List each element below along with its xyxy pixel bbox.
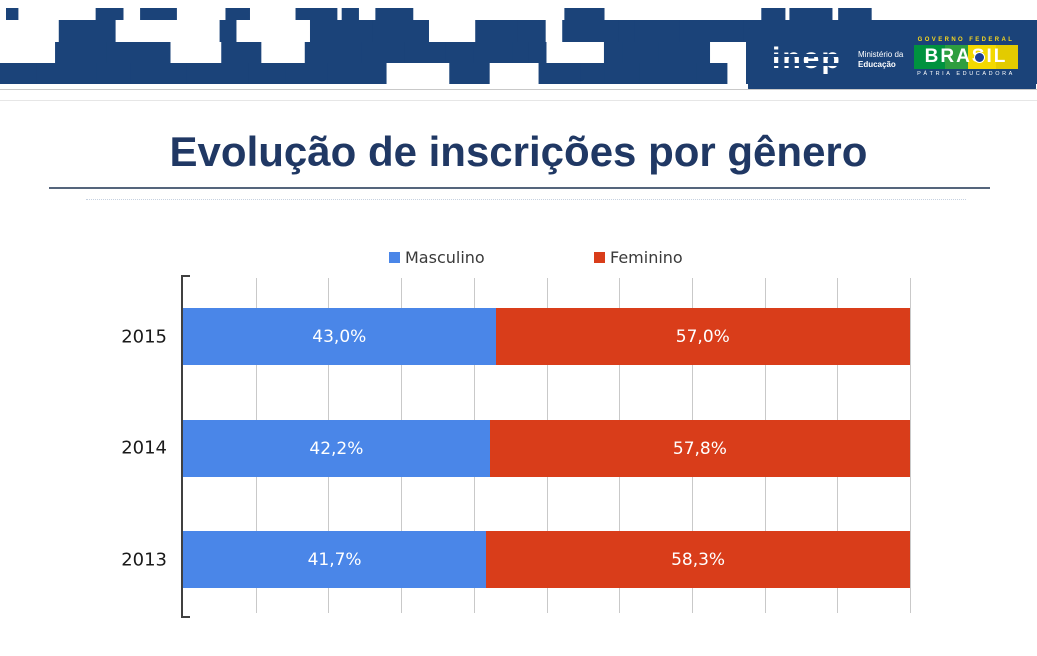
mosaic-block [309, 20, 374, 42]
mosaic-block [55, 42, 107, 63]
bar-segment-masculino: 41,7% [183, 531, 487, 588]
mosaic-block [473, 42, 514, 63]
bar-value-label: 58,3% [671, 549, 726, 570]
header-banner: inep Ministério da Educação GOVERNO FEDE… [0, 8, 1037, 90]
mosaic-block [95, 8, 124, 20]
gridline [910, 278, 911, 613]
mosaic-block [96, 63, 131, 84]
mosaic-block [658, 42, 711, 63]
mosaic-block [6, 8, 19, 20]
mosaic-block [0, 63, 38, 84]
bar-value-label: 42,2% [309, 438, 364, 459]
legend-item-masculino: Masculino [389, 248, 485, 267]
bar-value-label: 43,0% [312, 326, 367, 347]
mosaic-block [622, 42, 659, 63]
mosaic-block [538, 63, 582, 84]
mosaic-block [375, 8, 414, 20]
bar-segment-masculino: 42,2% [183, 420, 490, 477]
mosaic-block [285, 63, 329, 84]
mosaic-block [106, 42, 171, 63]
mosaic-block [603, 42, 624, 63]
mosaic-block [36, 63, 98, 84]
category-label-2014: 2014 [121, 437, 167, 459]
mosaic-block [304, 42, 363, 63]
mosaic-block [475, 20, 519, 42]
mosaic-block [604, 63, 641, 84]
mosaic-block [219, 20, 237, 42]
mosaic-block [372, 20, 429, 42]
mosaic-block [58, 20, 116, 42]
mosaic-block [512, 42, 530, 63]
legend-label: Masculino [405, 248, 485, 267]
legend-swatch [389, 252, 400, 263]
inep-logo-slice [770, 63, 856, 66]
mosaic-block [449, 63, 490, 84]
ministry-line2: Educação [858, 60, 896, 70]
inep-logo-slice [770, 54, 856, 57]
ministry-of-education-label: Ministério da Educação [858, 50, 903, 71]
category-label-2015: 2015 [121, 326, 167, 348]
mosaic-block [564, 8, 605, 20]
ministry-line1: Ministério da [858, 50, 904, 59]
mosaic-block [295, 8, 338, 20]
mosaic-block [696, 63, 728, 84]
mosaic-block [140, 8, 177, 20]
bar-segment-feminino: 57,8% [489, 420, 910, 477]
category-label-2013: 2013 [121, 549, 167, 571]
chart-plot-area: 43,0% 57,0% 42,2% 57,8% 41,7% 58,3% [181, 275, 911, 618]
governo-federal-label: GOVERNO FEDERAL [917, 37, 1015, 43]
mosaic-block [639, 63, 698, 84]
title-underline-dotted [86, 199, 966, 200]
mosaic-block [517, 20, 546, 42]
brasil-wordmark: BRASIL [914, 45, 1018, 69]
mosaic-block [361, 42, 405, 63]
mosaic-block [761, 8, 786, 20]
mosaic-block [562, 20, 619, 42]
bar-segment-feminino: 57,0% [495, 308, 910, 365]
mosaic-block [445, 42, 475, 63]
bar-row-2013: 41,7% 58,3% [183, 531, 910, 588]
banner-separator-line [0, 89, 1037, 90]
legend-item-feminino: Feminino [594, 248, 683, 267]
mosaic-block [634, 20, 681, 42]
mosaic-block [528, 42, 547, 63]
legend-label: Feminino [610, 248, 683, 267]
mosaic-block [221, 42, 262, 63]
legend-swatch [594, 252, 605, 263]
bar-row-2014: 42,2% 57,8% [183, 420, 910, 477]
mosaic-block [248, 63, 287, 84]
mosaic-block [618, 20, 636, 42]
brasil-federal-government-logo: GOVERNO FEDERAL BRASIL PÁTRIA EDUCADORA [914, 37, 1018, 77]
mosaic-block [404, 42, 447, 63]
bar-row-2015: 43,0% 57,0% [183, 308, 910, 365]
mosaic-block [580, 63, 606, 84]
y-axis-line [181, 275, 183, 618]
brasil-text: BRASIL [924, 46, 1008, 67]
globe-icon [974, 52, 986, 63]
bar-value-label: 41,7% [307, 549, 362, 570]
mosaic-block [186, 63, 250, 84]
bar-segment-feminino: 58,3% [486, 531, 910, 588]
mosaic-block [789, 8, 833, 20]
title-underline [49, 187, 990, 189]
slide-title: Evolução de inscrições por gênero [169, 128, 868, 175]
mosaic-block [341, 8, 359, 20]
logo-panel: inep Ministério da Educação GOVERNO FEDE… [748, 28, 1036, 90]
patria-educadora-label: PÁTRIA EDUCADORA [917, 71, 1015, 77]
axis-tick [181, 616, 190, 618]
bar-value-label: 57,0% [675, 326, 730, 347]
mosaic-block [679, 20, 744, 42]
mosaic-block [838, 8, 872, 20]
mosaic-block [327, 63, 387, 84]
bar-value-label: 57,8% [672, 438, 727, 459]
inep-logo: inep [772, 42, 842, 75]
mosaic-block [225, 8, 250, 20]
mosaic-block [130, 63, 187, 84]
axis-tick [181, 275, 190, 277]
bar-segment-masculino: 43,0% [183, 308, 496, 365]
banner-separator-line-2 [0, 100, 1037, 101]
